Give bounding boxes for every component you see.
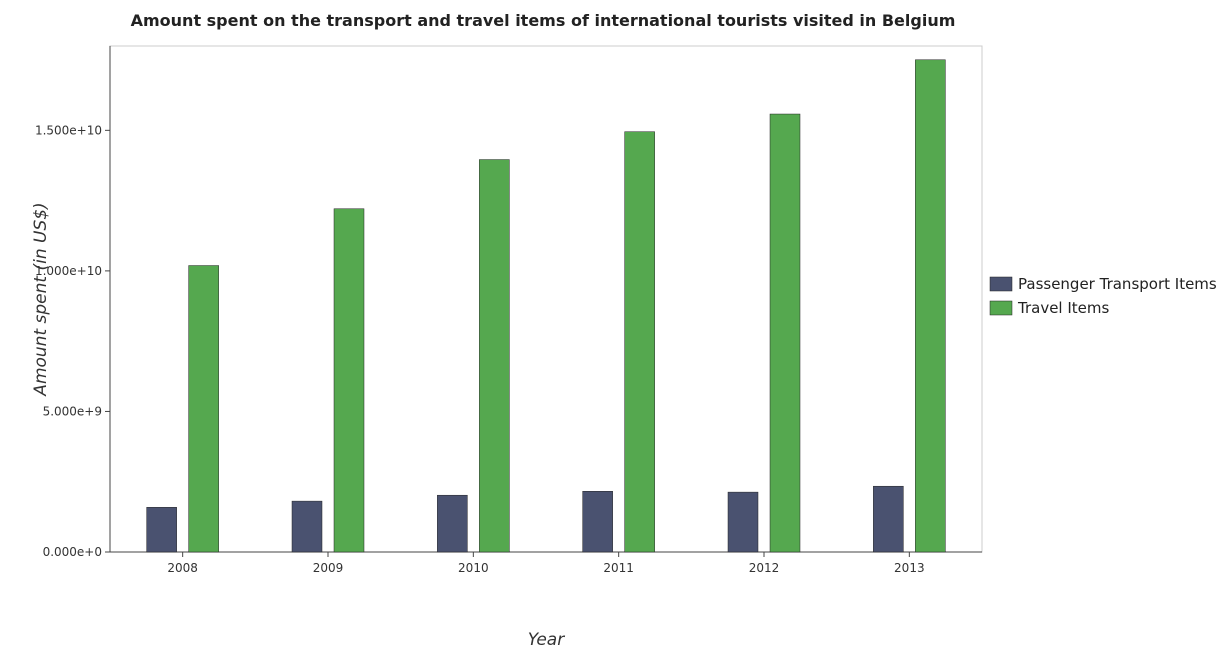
bars [146, 59, 946, 553]
bar-passenger-transport [291, 500, 323, 553]
bar-passenger-transport [146, 507, 177, 553]
bar-passenger-transport [437, 494, 468, 553]
x-axis: 2008 2009 2010 2011 2012 2013 [110, 551, 982, 575]
chart-title: Amount spent on the transport and travel… [131, 11, 956, 30]
legend: Passenger Transport Items Travel Items [989, 275, 1217, 317]
x-axis-label: Year [528, 630, 565, 650]
y-tick-label: 1.000e+10 [35, 264, 102, 278]
y-tick-label: 1.500e+10 [35, 123, 102, 137]
bar-travel-items [624, 131, 655, 553]
x-tick-label: 2011 [603, 561, 634, 575]
legend-label: Travel Items [1017, 299, 1110, 317]
bar-travel-items [769, 113, 801, 553]
legend-label: Passenger Transport Items [1018, 275, 1217, 293]
legend-swatch [989, 276, 1013, 292]
bar-passenger-transport [727, 491, 759, 553]
bar-travel-items [915, 59, 946, 553]
y-tick-label: 0.000e+0 [43, 545, 102, 559]
bar-travel-items [188, 265, 219, 553]
legend-swatch [989, 300, 1013, 316]
bar-passenger-transport [873, 485, 904, 553]
y-axis: 0.000e+0 5.000e+9 1.000e+10 1.500e+10 [35, 46, 111, 559]
x-tick-label: 2013 [894, 561, 925, 575]
y-tick-label: 5.000e+9 [43, 404, 102, 418]
bar-travel-items [479, 159, 510, 553]
y-axis-label: Amount spent (in US$) [31, 202, 51, 396]
x-tick-label: 2009 [313, 561, 344, 575]
x-tick-label: 2010 [458, 561, 489, 575]
x-tick-label: 2012 [749, 561, 780, 575]
plot-area [109, 45, 983, 553]
x-tick-label: 2008 [167, 561, 198, 575]
bar-travel-items [333, 208, 365, 553]
plot-frame [109, 45, 983, 553]
bar-passenger-transport [582, 491, 613, 553]
